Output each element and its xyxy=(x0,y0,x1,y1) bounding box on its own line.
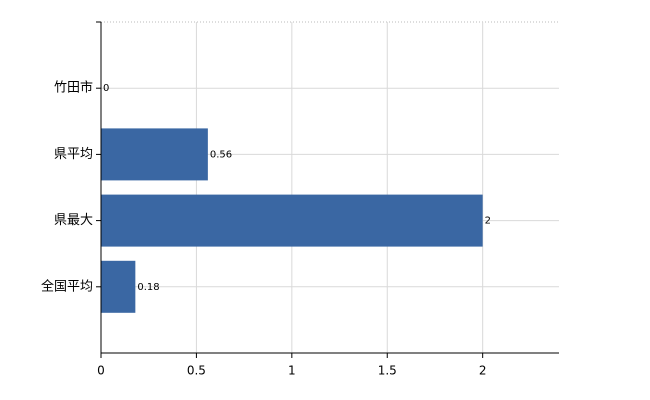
x-tick-label: 0 xyxy=(97,364,105,378)
x-tick-label: 1.5 xyxy=(378,364,397,378)
bar xyxy=(101,260,136,313)
y-tick-label: 県最大 xyxy=(54,213,93,228)
bar xyxy=(101,194,483,247)
x-tick-label: 1 xyxy=(288,364,296,378)
y-tick-label: 県平均 xyxy=(54,147,93,162)
x-tick-label: 2 xyxy=(479,364,487,378)
value-label: 0.56 xyxy=(210,149,232,160)
y-tick-label: 竹田市 xyxy=(54,80,93,96)
value-label: 2 xyxy=(485,216,491,227)
value-label: 0 xyxy=(103,83,109,94)
y-tick-label: 全国平均 xyxy=(41,278,93,294)
value-label: 0.18 xyxy=(137,282,159,293)
bar xyxy=(101,128,208,181)
x-tick-label: 0.5 xyxy=(187,364,206,378)
